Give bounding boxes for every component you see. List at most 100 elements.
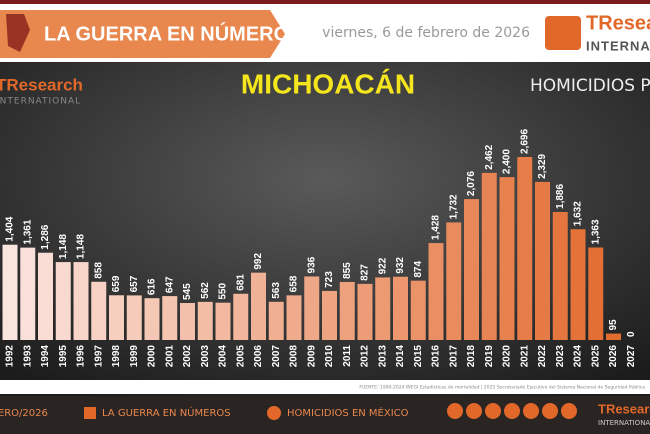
footer-link[interactable]: HOMICIDIOS EN MÉXICO	[287, 406, 409, 419]
bar	[268, 301, 284, 340]
value-label: 616	[147, 278, 158, 295]
x-tick-label: 2019	[484, 345, 495, 368]
value-label: 1,732	[448, 194, 459, 219]
source: FUENTE: 1990-2024 INEGI Estadísticas de …	[359, 384, 645, 391]
brand-logo	[545, 16, 581, 50]
x-tick-label: 2012	[360, 345, 371, 368]
x-tick-label: 1993	[22, 345, 33, 368]
social-icon[interactable]	[447, 403, 463, 419]
brand: TResearch	[586, 12, 650, 34]
value-label: 657	[129, 275, 140, 292]
footer-link[interactable]: LA GUERRA EN NÚMEROS	[102, 406, 231, 419]
value-label: 874	[413, 261, 424, 278]
social-icon[interactable]	[523, 403, 539, 419]
bar	[144, 298, 160, 340]
x-tick-label: 2021	[519, 345, 530, 368]
bar	[197, 301, 213, 340]
value-label: 1,361	[22, 219, 33, 244]
x-tick-label: 2018	[466, 345, 477, 368]
value-label: 936	[306, 256, 317, 273]
value-label: 992	[253, 253, 264, 270]
x-tick-label: 2004	[218, 345, 229, 368]
x-tick-label: 2013	[377, 345, 388, 368]
bar	[73, 262, 89, 340]
value-label: 1,428	[431, 215, 442, 240]
value-label: 1,404	[5, 216, 16, 241]
chart-title: MICHOACÁN	[241, 68, 415, 99]
value-label: 659	[111, 275, 122, 292]
bar	[357, 283, 373, 340]
bar	[446, 222, 462, 340]
value-label: 562	[200, 282, 211, 299]
bar	[215, 302, 231, 340]
social-icon[interactable]	[485, 403, 501, 419]
bar	[339, 281, 355, 340]
value-label: 1,148	[76, 234, 87, 259]
social-icon[interactable]	[542, 403, 558, 419]
bar	[410, 280, 426, 340]
x-tick-label: 2017	[448, 345, 459, 368]
x-tick-label: 2023	[555, 345, 566, 368]
bar	[606, 333, 621, 340]
social-icons	[447, 403, 577, 419]
social-icon[interactable]	[504, 403, 520, 419]
x-tick-label: 2003	[200, 345, 211, 368]
value-label: 550	[218, 283, 229, 300]
value-label: 858	[93, 262, 104, 279]
value-label: 647	[164, 276, 175, 293]
bar	[180, 303, 195, 340]
bar	[570, 229, 586, 340]
x-tick-label: 2007	[271, 345, 282, 368]
brand-sub: INTERNATIONAL	[586, 38, 650, 53]
top-border	[0, 0, 650, 4]
x-tick-label: 2020	[502, 345, 513, 368]
bar	[109, 295, 124, 340]
date: viernes, 6 de febrero de 2026	[322, 25, 530, 41]
x-tick-label: 2015	[413, 345, 424, 368]
footer-icon	[84, 407, 96, 419]
footer-date: FEBRERO/2026	[0, 408, 48, 419]
bar	[588, 247, 604, 340]
bar	[233, 293, 249, 340]
watermark: TResearch	[0, 75, 83, 94]
social-icon[interactable]	[466, 403, 482, 419]
bar	[428, 243, 444, 340]
bar	[20, 247, 36, 340]
social-icon[interactable]	[561, 403, 577, 419]
x-tick-label: 2014	[395, 345, 406, 368]
x-tick-label: 2002	[182, 345, 193, 368]
x-tick-label: 2009	[306, 345, 317, 368]
x-tick-label: 1997	[93, 345, 104, 368]
bar	[126, 295, 142, 340]
x-tick-label: 2008	[289, 345, 300, 368]
footer-brand-sub: INTERNATIONAL	[598, 419, 650, 427]
bar	[91, 281, 107, 340]
value-label: 658	[289, 275, 300, 292]
bar	[481, 172, 497, 340]
x-tick-label: 2027	[626, 345, 637, 368]
bar-group: 1,404 1992 1,361 1993 1,286 1994 1,148 1995 1,14…	[2, 129, 637, 368]
value-label: 1,886	[555, 184, 566, 209]
bar	[517, 157, 533, 340]
footer-brand: TResearch	[598, 401, 650, 416]
x-tick-label: 2000	[147, 345, 158, 368]
bar	[552, 211, 568, 340]
value-label: 2,076	[466, 171, 477, 196]
value-label: 932	[395, 257, 406, 274]
value-label: 545	[182, 283, 193, 300]
map-icon	[6, 14, 30, 52]
source-strip	[0, 380, 650, 394]
value-label: 0	[626, 331, 637, 337]
x-tick-label: 1994	[40, 345, 51, 368]
value-label: 1,632	[573, 201, 584, 226]
x-tick-label: 2025	[590, 345, 601, 368]
value-label: 855	[342, 262, 353, 279]
bar	[55, 262, 71, 340]
bar	[393, 276, 408, 340]
value-label: 1,148	[58, 234, 69, 259]
bar	[322, 290, 337, 340]
value-label: 95	[608, 319, 619, 331]
x-tick-label: 1999	[129, 345, 140, 368]
